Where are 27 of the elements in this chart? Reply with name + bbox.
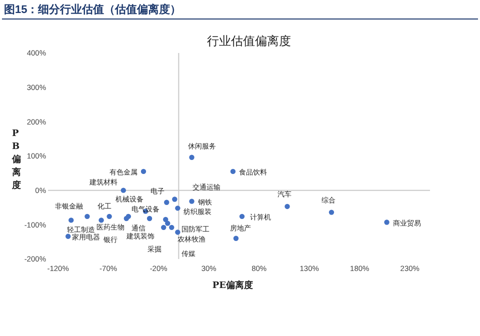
point <box>172 196 178 202</box>
point <box>230 168 236 174</box>
point <box>66 234 71 239</box>
chart-title: 图15：细分行业估值（估值偏离度） <box>4 3 182 16</box>
point <box>120 188 126 193</box>
point <box>68 218 74 223</box>
point <box>84 214 90 220</box>
point <box>233 236 239 241</box>
point <box>163 216 168 222</box>
point <box>189 198 194 204</box>
point <box>140 168 146 174</box>
point <box>384 220 390 225</box>
point <box>175 230 180 235</box>
point <box>189 154 194 160</box>
point <box>161 224 166 230</box>
x-axis-title: PE偏离度 <box>212 280 254 291</box>
y-axis-title: PB偏离度 <box>11 129 21 191</box>
point <box>98 218 104 223</box>
point <box>328 210 334 215</box>
point <box>169 224 174 230</box>
chart-subtitle: 行业估值偏离度 <box>207 34 291 48</box>
point <box>106 214 112 220</box>
point <box>284 204 290 210</box>
point <box>239 214 245 220</box>
point <box>146 216 152 222</box>
point <box>175 206 180 211</box>
point <box>164 200 170 205</box>
